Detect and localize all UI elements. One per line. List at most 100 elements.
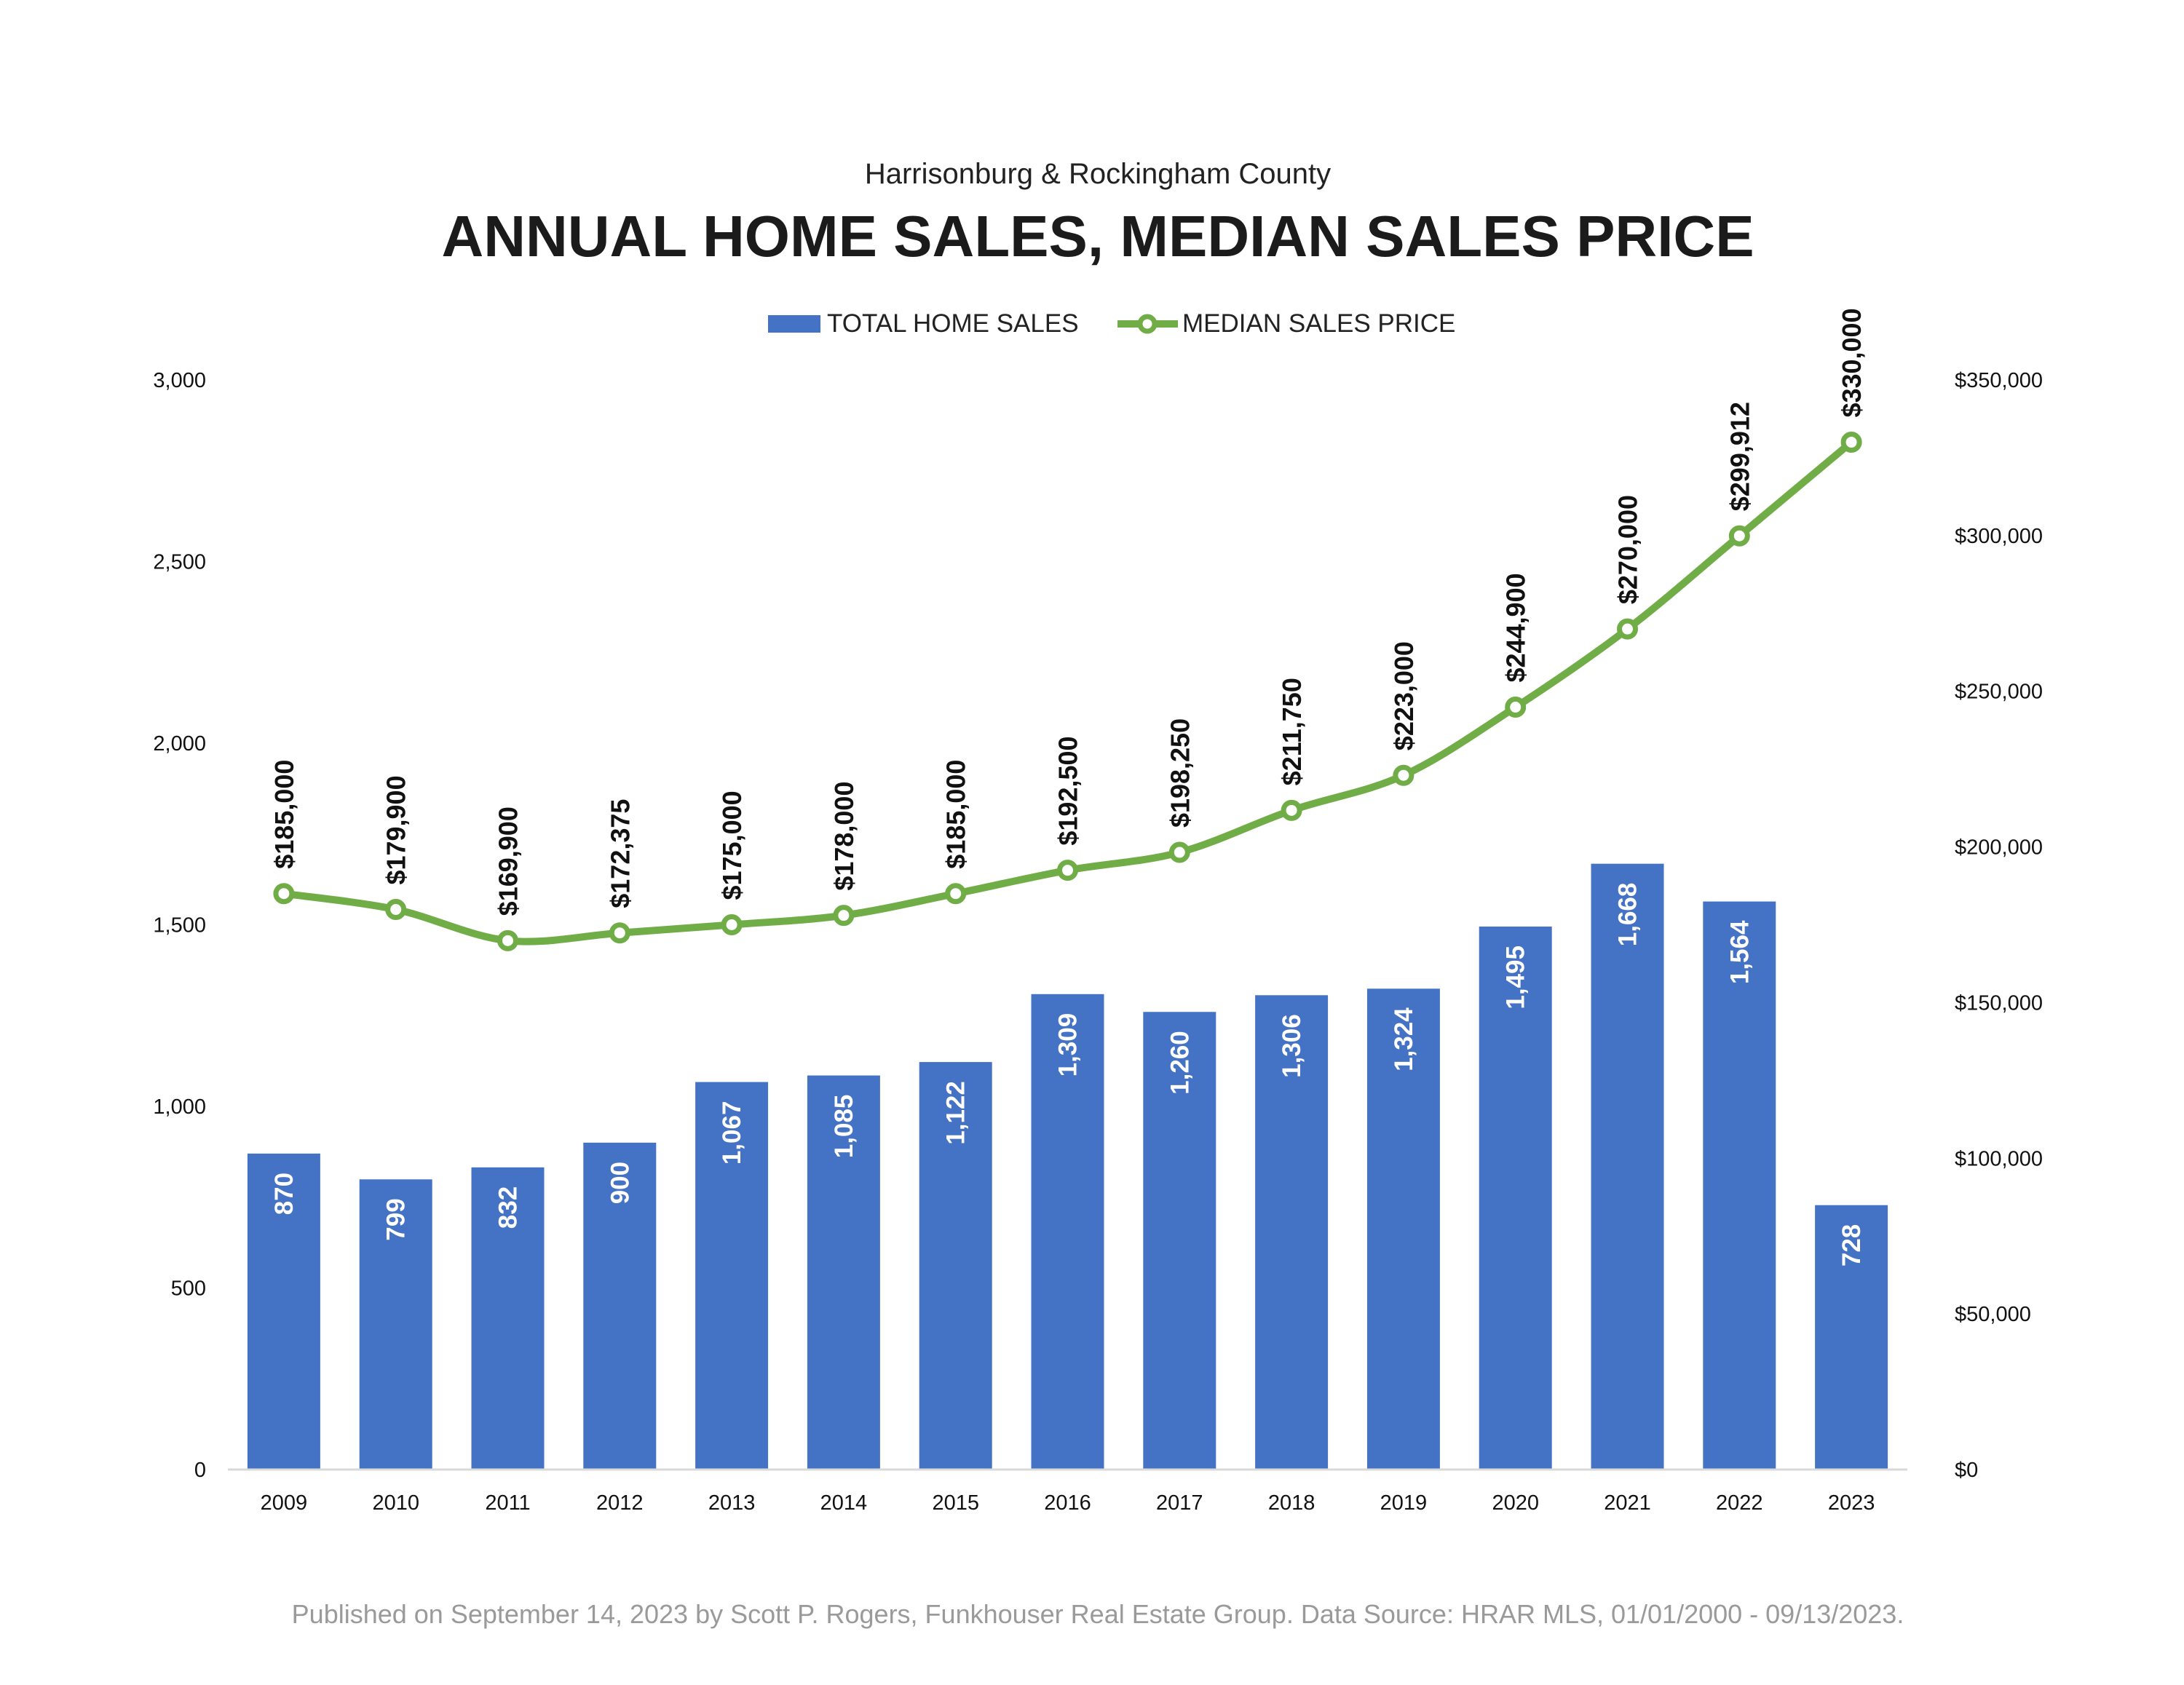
x-axis-tick-label: 2009 (261, 1491, 308, 1515)
x-axis-tick-label: 2017 (1156, 1491, 1203, 1515)
price-data-label: $270,000 (1613, 495, 1643, 604)
x-axis-tick-label: 2013 (708, 1491, 756, 1515)
x-axis: 2009 2010 2011 2012 2013 2014 2015 2016 2017 2018… (261, 1491, 1875, 1515)
left-axis-tick-label: 500 (171, 1277, 206, 1301)
x-axis-tick-label: 2019 (1380, 1491, 1428, 1515)
chart-subtitle: Harrisonburg & Rockingham County (865, 158, 1331, 190)
legend-line-marker (1137, 314, 1158, 334)
bar-data-label: 1,085 (830, 1095, 858, 1159)
bar-data-label: 1,668 (1614, 883, 1642, 947)
bar-data-label: 728 (1837, 1224, 1866, 1266)
left-axis: 0 500 1,000 1,500 2,000 2,500 3,000 (153, 369, 206, 1482)
bar (919, 1062, 992, 1470)
x-axis-tick-label: 2010 (372, 1491, 419, 1515)
left-axis-tick-label: 1,000 (153, 1095, 206, 1119)
x-axis-tick-label: 2022 (1716, 1491, 1763, 1515)
bar-data-label: 799 (382, 1198, 411, 1240)
bar (807, 1075, 880, 1470)
bar (1143, 1012, 1216, 1470)
chart-title: ANNUAL HOME SALES, MEDIAN SALES PRICE (441, 204, 1754, 269)
x-axis-tick-label: 2015 (932, 1491, 979, 1515)
legend: TOTAL HOME SALES MEDIAN SALES PRICE (768, 309, 1455, 338)
right-axis-tick-label: $100,000 (1955, 1147, 2043, 1170)
price-point (1168, 841, 1190, 863)
bar (583, 1142, 657, 1470)
price-point (1393, 764, 1415, 786)
bar-data-label: 1,067 (718, 1101, 746, 1165)
bars (247, 863, 1888, 1470)
bar (1815, 1205, 1888, 1470)
price-line (273, 432, 1862, 951)
right-axis-tick-label: $350,000 (1955, 369, 2043, 392)
left-axis-tick-label: 2,000 (153, 732, 206, 756)
price-point (1840, 432, 1862, 453)
price-point (1728, 525, 1750, 547)
bar-data-label: 1,324 (1390, 1007, 1418, 1071)
legend-line-label: MEDIAN SALES PRICE (1182, 309, 1455, 338)
bar-data-label: 870 (270, 1173, 298, 1215)
price-point (833, 905, 855, 927)
price-data-label: $179,900 (381, 775, 411, 884)
price-data-label: $175,000 (717, 790, 747, 900)
x-axis-tick-label: 2020 (1492, 1491, 1539, 1515)
price-point (497, 929, 518, 951)
bar (1366, 988, 1440, 1470)
x-axis-tick-label: 2021 (1604, 1491, 1651, 1515)
price-data-label: $172,375 (605, 799, 635, 908)
bar-data-label: 1,495 (1502, 945, 1530, 1010)
bar (247, 1153, 320, 1470)
price-point (1281, 799, 1302, 821)
bar-data-label: 1,122 (942, 1081, 970, 1145)
left-axis-tick-label: 3,000 (153, 369, 206, 392)
bar (471, 1167, 545, 1470)
right-axis-tick-label: $300,000 (1955, 525, 2043, 548)
price-data-label: $223,000 (1389, 641, 1419, 750)
price-data-label: $185,000 (269, 760, 299, 869)
bar-data-label: 1,306 (1278, 1014, 1306, 1078)
x-axis-tick-label: 2023 (1828, 1491, 1875, 1515)
bar (1479, 926, 1552, 1470)
x-axis-tick-label: 2012 (596, 1491, 644, 1515)
price-point (273, 883, 295, 905)
bar (359, 1179, 432, 1470)
right-axis-tick-label: $200,000 (1955, 836, 2043, 860)
price-point (721, 914, 743, 935)
x-axis-tick-label: 2018 (1268, 1491, 1315, 1515)
bar-data-label: 1,260 (1166, 1031, 1194, 1095)
price-point (1057, 860, 1078, 881)
price-point (1617, 618, 1638, 640)
bar-data-label: 832 (494, 1186, 523, 1229)
bar-data-label: 1,564 (1725, 920, 1754, 984)
price-data-label: $299,912 (1725, 402, 1754, 511)
price-point (609, 922, 630, 944)
legend-bar-label: TOTAL HOME SALES (827, 309, 1079, 338)
bar (1591, 863, 1664, 1470)
left-axis-tick-label: 2,500 (153, 551, 206, 574)
legend-bar-swatch (768, 315, 820, 333)
bar-data-label: 900 (606, 1162, 634, 1204)
price-point (1505, 697, 1527, 718)
right-axis-tick-label: $250,000 (1955, 681, 2043, 704)
x-axis-tick-label: 2014 (820, 1491, 868, 1515)
bar-labels: 870 799 832 900 1,067 1,085 1,122 1,309 1,260 1,3… (270, 883, 1866, 1266)
price-point (385, 899, 407, 921)
price-data-label: $192,500 (1053, 736, 1083, 845)
right-axis-tick-label: $0 (1955, 1459, 1978, 1482)
footnote: Published on September 14, 2023 by Scott… (292, 1599, 1904, 1629)
bar (1255, 995, 1329, 1470)
right-axis-tick-label: $150,000 (1955, 991, 2043, 1015)
left-axis-tick-label: 1,500 (153, 914, 206, 937)
bar-data-label: 1,309 (1054, 1013, 1083, 1077)
bar (1031, 994, 1104, 1470)
left-axis-tick-label: 0 (194, 1459, 206, 1482)
x-axis-tick-label: 2016 (1044, 1491, 1091, 1515)
price-data-label: $244,900 (1501, 573, 1531, 682)
bar (1703, 901, 1776, 1470)
price-data-label: $185,000 (941, 760, 971, 869)
price-data-label: $198,250 (1165, 718, 1195, 828)
price-data-label: $211,750 (1277, 678, 1307, 785)
price-data-label: $330,000 (1837, 308, 1867, 417)
right-axis-tick-label: $50,000 (1955, 1303, 2031, 1326)
bar (695, 1082, 769, 1470)
